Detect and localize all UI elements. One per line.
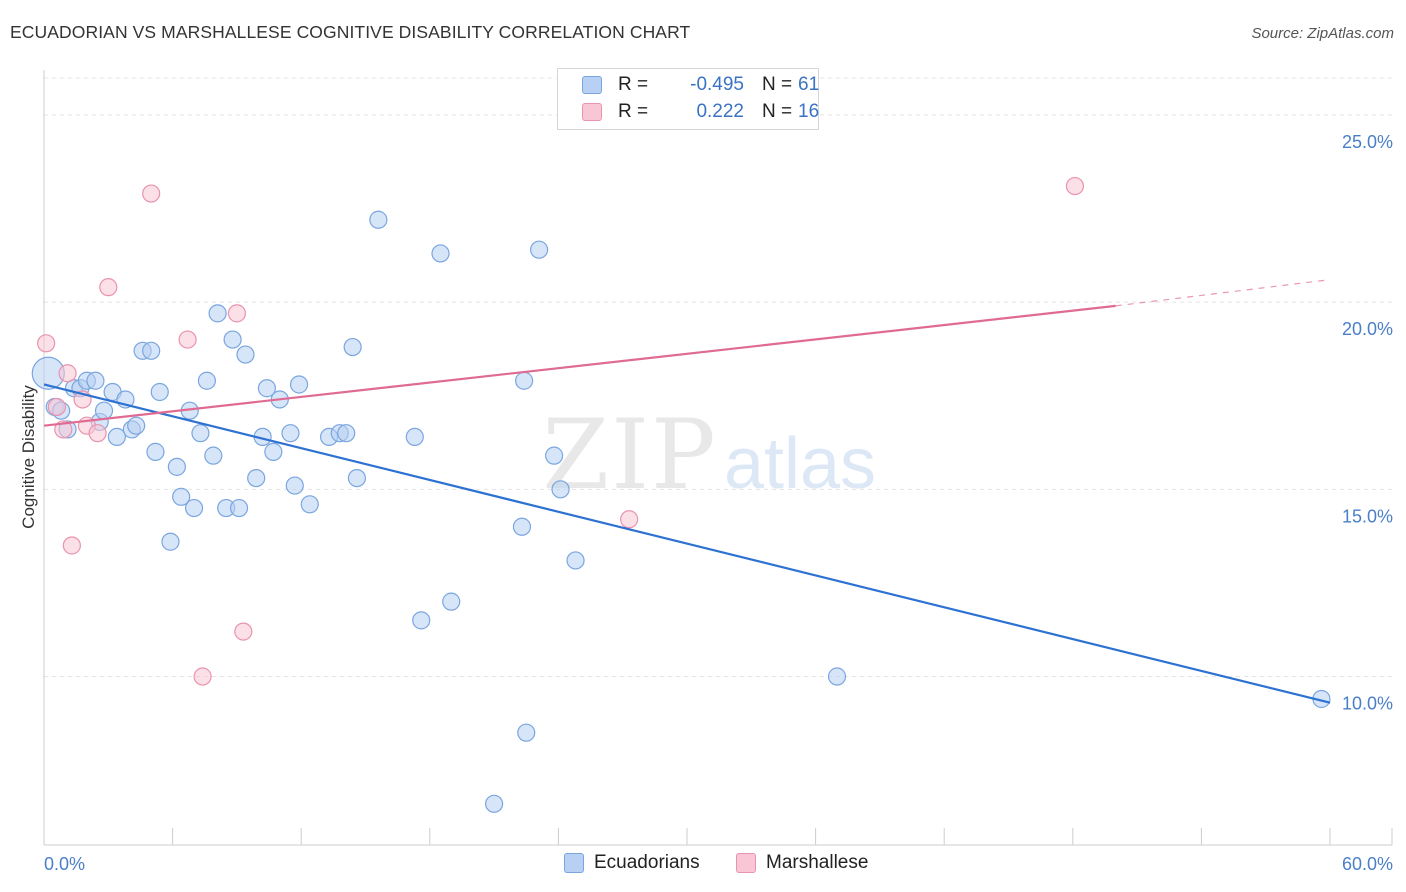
marshallese-point	[234, 622, 253, 641]
marshallese-point	[47, 397, 66, 417]
ecuadorian-point	[86, 371, 105, 390]
ecuadorian-point	[530, 240, 549, 259]
ecuadorian-point	[146, 442, 165, 461]
y-tick-label: 25.0%	[1342, 132, 1393, 152]
ecuadorian-point	[236, 345, 255, 364]
ecuadorian-point	[229, 498, 249, 518]
watermark: ZIP atlas	[542, 399, 876, 511]
ecuadorian-legend-label: Ecuadorians	[594, 852, 700, 873]
ecuadorian-point	[204, 446, 223, 465]
ecuadorian-point	[257, 379, 277, 398]
ecuadorian-point	[172, 487, 191, 506]
marshallese-point	[62, 536, 81, 555]
marshallese-legend-swatch	[736, 853, 756, 873]
ecuadorian-point	[94, 401, 114, 420]
ecuadorian-point	[161, 532, 180, 551]
grid-lines	[44, 77, 1392, 678]
ecuadorian-trend-line	[43, 383, 1331, 704]
trend-lines	[43, 279, 1331, 704]
r-value: 0.222	[696, 101, 744, 122]
marshallese-point	[54, 420, 73, 439]
ecuadorian-point	[264, 442, 283, 461]
correlation-legend: R = -0.495 N = 61 R = 0.222 N = 16	[557, 68, 819, 130]
n-value: 61	[798, 74, 820, 95]
ecuadorian-point	[150, 382, 169, 402]
ecuadorian-point	[285, 476, 304, 495]
ecuadorian-point	[485, 794, 504, 813]
ecuadorian-point	[337, 424, 356, 443]
tick-labels: 25.0% 20.0% 15.0% 10.0% 0.0% 60.0%	[44, 132, 1393, 874]
ecuadorian-swatch	[582, 76, 602, 94]
ecuadorian-point	[167, 457, 186, 476]
ecuadorian-point	[369, 210, 388, 229]
y-tick-label: 10.0%	[1342, 694, 1393, 714]
r-label: R =	[618, 101, 649, 122]
watermark-zip: ZIP	[542, 399, 717, 511]
r-value: -0.495	[690, 74, 744, 95]
marshallese-point	[37, 334, 56, 353]
ecuadorian-point	[197, 371, 216, 390]
source-label: Source: ZipAtlas.com	[1251, 25, 1394, 42]
marshallese-legend-label: Marshallese	[766, 852, 869, 873]
ecuadorian-point	[412, 611, 431, 630]
y-tick-label: 20.0%	[1342, 319, 1393, 339]
x-tick-label: 60.0%	[1342, 854, 1393, 874]
marshallese-swatch	[582, 103, 602, 121]
chart-title: ECUADORIAN VS MARSHALLESE COGNITIVE DISA…	[10, 22, 691, 42]
ecuadorian-point	[223, 330, 242, 349]
ecuadorian-point	[827, 667, 847, 686]
ecuadorian-point	[405, 427, 424, 447]
ecuadorian-point	[107, 427, 126, 447]
ecuadorian-point	[127, 416, 146, 435]
ecuadorian-point	[300, 495, 319, 514]
axes	[43, 70, 1393, 846]
ecuadorian-point	[142, 341, 161, 360]
marshallese-point	[178, 330, 197, 349]
marshallese-point	[99, 278, 118, 297]
marshallese-point	[193, 667, 212, 686]
ecuadorian-point	[281, 424, 300, 443]
n-value: 16	[798, 101, 820, 122]
ecuadorian-point	[442, 592, 461, 611]
marshallese-point	[88, 424, 107, 443]
marshallese-point	[620, 510, 639, 529]
n-label: N =	[762, 101, 793, 122]
ecuadorian-point	[347, 468, 367, 488]
ecuadorian-point	[551, 480, 570, 499]
marshallese-point	[227, 304, 246, 323]
marshallese-point	[58, 364, 77, 383]
ecuadorian-point	[247, 468, 266, 488]
marshallese-point	[142, 184, 161, 203]
y-axis-label: Cognitive Disability	[19, 385, 38, 529]
watermark-atlas: atlas	[724, 424, 876, 504]
ecuadorian-point	[512, 517, 532, 536]
ecuadorian-point	[289, 375, 309, 394]
n-label: N =	[762, 74, 793, 95]
marshallese-point	[1065, 176, 1085, 196]
x-tick-label: 0.0%	[44, 854, 85, 874]
marshallese-trend-line	[43, 304, 1116, 427]
ecuadorian-point	[431, 244, 450, 263]
y-tick-label: 15.0%	[1342, 506, 1393, 526]
ecuadorian-point	[566, 551, 585, 570]
ecuadorian-point	[515, 371, 534, 390]
ecuadorian-point	[184, 498, 204, 518]
ecuadorian-point	[208, 304, 227, 323]
ecuadorian-legend-swatch	[564, 853, 584, 873]
ecuadorian-point	[517, 723, 536, 742]
ecuadorian-point	[191, 424, 210, 443]
r-label: R =	[618, 74, 649, 95]
ecuadorian-points	[31, 210, 1331, 813]
ecuadorian-point	[343, 337, 362, 357]
ecuadorian-point	[545, 446, 564, 465]
